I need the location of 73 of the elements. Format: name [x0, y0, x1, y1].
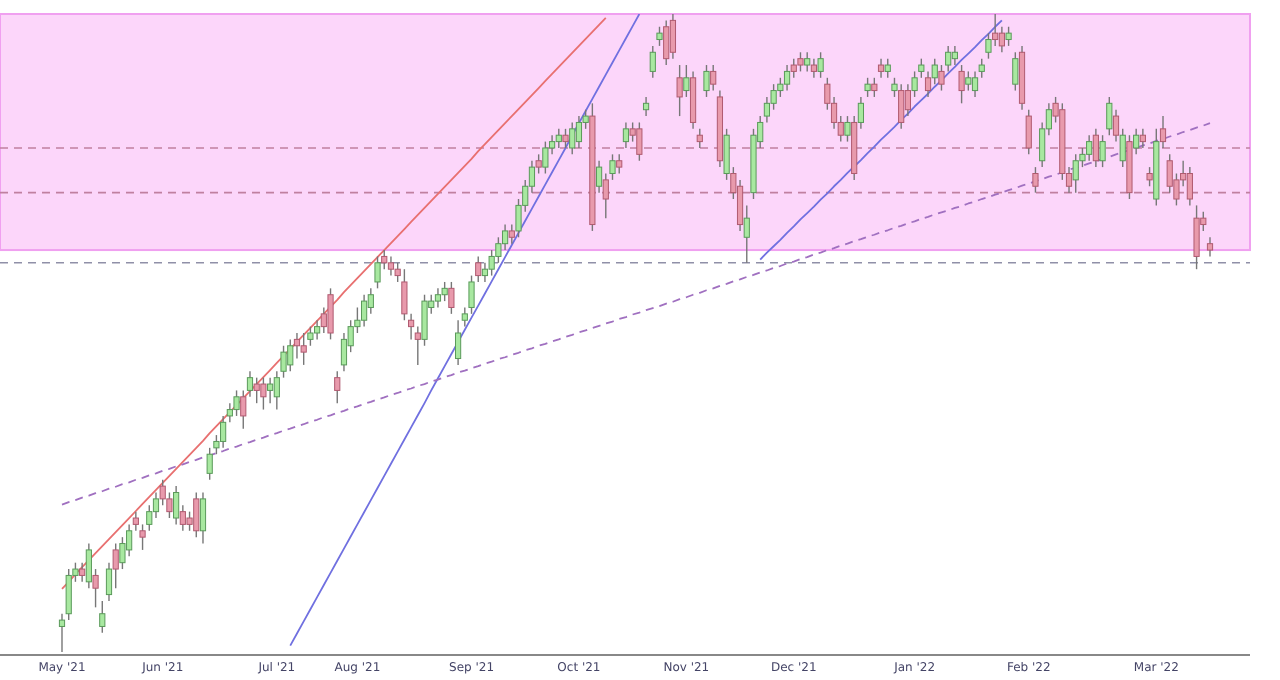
candlestick — [562, 128, 569, 149]
candlestick — [683, 64, 690, 98]
candlestick — [1086, 134, 1093, 162]
candlestick — [1193, 204, 1200, 270]
candlestick — [663, 19, 670, 66]
candlestick — [804, 51, 811, 73]
candlestick — [233, 389, 240, 417]
candlestick — [810, 57, 818, 79]
candlestick — [898, 83, 905, 130]
candlestick — [555, 128, 562, 149]
candlestick — [454, 319, 462, 366]
candlestick — [797, 51, 804, 73]
candlestick — [1206, 236, 1214, 258]
candlestick — [703, 64, 710, 98]
candlestick — [1012, 51, 1019, 92]
candlestick — [1106, 96, 1113, 136]
candlestick — [1099, 134, 1106, 168]
candlestick — [575, 115, 583, 149]
candlestick — [260, 376, 267, 411]
candlestick — [1146, 166, 1153, 187]
candlestick — [448, 281, 455, 315]
candlestick — [622, 121, 630, 149]
candlestick — [334, 370, 341, 404]
candlestick — [434, 287, 442, 309]
candlestick — [475, 255, 482, 283]
candlestick — [253, 376, 260, 404]
candlestick — [267, 376, 274, 404]
candlestick — [287, 338, 294, 372]
candlestick — [817, 51, 824, 79]
candlestick — [1032, 166, 1039, 194]
candlestick — [871, 77, 878, 98]
candlestick — [616, 153, 623, 175]
candlestick — [656, 26, 663, 47]
candlestick — [710, 64, 717, 92]
candlestick — [1072, 153, 1079, 194]
candlestick — [783, 64, 791, 92]
candlestick — [1186, 166, 1193, 207]
candlestick — [441, 281, 448, 302]
candlestick — [864, 77, 871, 98]
candlestick — [199, 491, 207, 545]
candlestick — [1025, 109, 1032, 156]
candlestick — [1139, 128, 1146, 149]
candlestick — [877, 57, 885, 79]
candlestick — [99, 600, 106, 634]
candlestick — [193, 491, 200, 538]
candlestick — [220, 415, 227, 449]
candlestick — [636, 121, 643, 162]
candlestick — [374, 255, 381, 290]
candlestick — [649, 45, 656, 79]
candlestick — [300, 332, 307, 366]
candlestick — [542, 140, 549, 175]
candlestick — [327, 287, 334, 341]
candlestick — [206, 447, 213, 481]
candlestick — [173, 485, 180, 526]
candlestick — [569, 121, 576, 156]
candlestick — [958, 64, 965, 105]
candlestick — [361, 294, 368, 328]
candlestick — [609, 153, 616, 181]
candlestick — [844, 115, 851, 143]
candlestick — [938, 64, 945, 92]
candlestick — [884, 57, 891, 79]
candlestick — [79, 561, 86, 583]
candlestick — [1005, 26, 1012, 47]
candlestick — [696, 128, 703, 149]
candlestick — [965, 70, 972, 92]
candlestick — [689, 70, 697, 130]
candlestick — [676, 64, 683, 117]
candlestick — [387, 255, 395, 277]
candlestick — [65, 568, 72, 621]
candlestick — [1092, 128, 1099, 168]
candlestick — [951, 45, 958, 66]
candlestick — [642, 96, 650, 117]
candlestick — [669, 13, 677, 60]
